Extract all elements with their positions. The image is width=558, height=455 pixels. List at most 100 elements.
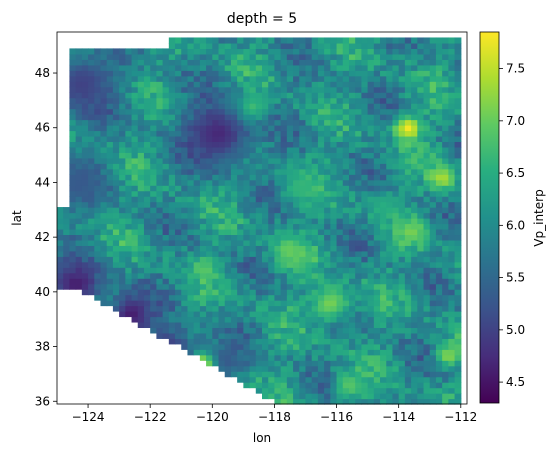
heatmap-cell — [119, 239, 126, 246]
heatmap-cell — [348, 75, 356, 82]
heatmap-cell — [392, 272, 400, 279]
heatmap-cell — [255, 327, 263, 334]
heatmap-cell — [230, 250, 238, 257]
heatmap-cell — [367, 75, 375, 82]
heatmap-cell — [336, 332, 344, 339]
heatmap-cell — [274, 48, 282, 55]
heatmap-cell — [255, 81, 263, 88]
heatmap-cell — [286, 398, 294, 405]
heatmap-cell — [448, 86, 456, 93]
heatmap-cell — [423, 300, 431, 307]
heatmap-cell — [63, 239, 71, 246]
heatmap-cell — [367, 371, 375, 378]
heatmap-cell — [100, 234, 108, 241]
heatmap-cell — [156, 316, 164, 323]
heatmap-cell — [162, 157, 170, 164]
heatmap-cell — [175, 338, 182, 345]
heatmap-cell — [448, 168, 456, 175]
heatmap-cell — [131, 152, 139, 159]
heatmap-cell — [100, 59, 108, 66]
heatmap-cell — [162, 174, 170, 181]
heatmap-cell — [81, 185, 89, 192]
heatmap-cell — [230, 75, 238, 82]
heatmap-cell — [423, 179, 431, 186]
heatmap-cell — [218, 228, 226, 236]
heatmap-cell — [150, 294, 157, 301]
heatmap-cell — [305, 37, 313, 44]
heatmap-cell — [224, 59, 232, 66]
heatmap-cell — [100, 278, 108, 285]
heatmap-cell — [181, 146, 189, 153]
heatmap-cell — [75, 218, 83, 225]
heatmap-cell — [162, 168, 170, 175]
heatmap-cell — [143, 53, 151, 60]
plot-frame — [56, 31, 468, 405]
heatmap-cell — [429, 174, 437, 181]
heatmap-cell — [193, 349, 201, 356]
heatmap-cell — [143, 119, 151, 126]
heatmap-cell — [442, 70, 449, 77]
heatmap-cell — [106, 114, 114, 121]
heatmap-cell — [119, 212, 126, 219]
heatmap-cell — [230, 321, 238, 329]
heatmap-cell — [193, 278, 201, 285]
heatmap-cell — [342, 393, 350, 400]
heatmap-cell — [311, 75, 319, 82]
heatmap-cell — [100, 125, 108, 132]
heatmap-cell — [417, 234, 425, 241]
heatmap-cell — [317, 272, 325, 279]
heatmap-cell — [324, 239, 331, 246]
heatmap-cell — [361, 267, 369, 274]
heatmap-cell — [81, 174, 89, 181]
heatmap-cell — [299, 119, 307, 126]
heatmap-cell — [218, 360, 226, 367]
heatmap-cell — [218, 125, 226, 132]
heatmap-cell — [293, 212, 300, 219]
heatmap-cell — [293, 190, 300, 197]
heatmap-cell — [330, 103, 338, 110]
heatmap-cell — [404, 59, 412, 66]
heatmap-cell — [75, 146, 83, 153]
heatmap-cell — [311, 338, 319, 345]
heatmap-cell — [367, 86, 375, 93]
heatmap-cell — [150, 81, 157, 88]
heatmap-cell — [348, 256, 356, 263]
heatmap-cell — [150, 168, 157, 175]
heatmap-cell — [230, 245, 238, 252]
heatmap-cell — [274, 179, 282, 186]
heatmap-cell — [224, 190, 232, 197]
heatmap-cell — [336, 300, 344, 307]
heatmap-cell — [286, 86, 294, 93]
heatmap-cell — [249, 376, 257, 383]
heatmap-cell — [193, 75, 201, 82]
heatmap-cell — [293, 382, 300, 389]
heatmap-cell — [411, 190, 418, 197]
heatmap-cell — [373, 393, 381, 400]
heatmap-cell — [274, 64, 282, 71]
heatmap-cell — [106, 245, 114, 252]
heatmap-cell — [112, 250, 120, 257]
heatmap-cell — [324, 59, 331, 66]
heatmap-cell — [199, 108, 207, 115]
heatmap-cell — [429, 338, 437, 345]
heatmap-cell — [206, 289, 213, 296]
heatmap-cell — [435, 261, 443, 268]
heatmap-cell — [367, 387, 375, 394]
heatmap-cell — [206, 86, 213, 93]
heatmap-cell — [386, 376, 394, 383]
heatmap-cell — [243, 92, 251, 99]
heatmap-cell — [268, 86, 276, 93]
heatmap-cell — [404, 201, 412, 208]
heatmap-cell — [411, 261, 418, 268]
heatmap-cell — [199, 228, 207, 236]
heatmap-cell — [168, 179, 176, 186]
heatmap-cell — [293, 75, 300, 82]
heatmap-cell — [106, 163, 114, 170]
heatmap-cell — [81, 250, 89, 257]
heatmap-cell — [417, 42, 425, 50]
heatmap-cell — [448, 70, 456, 77]
heatmap-cell — [355, 228, 362, 236]
heatmap-cell — [119, 114, 126, 121]
heatmap-cell — [168, 114, 176, 121]
heatmap-cell — [237, 53, 244, 60]
